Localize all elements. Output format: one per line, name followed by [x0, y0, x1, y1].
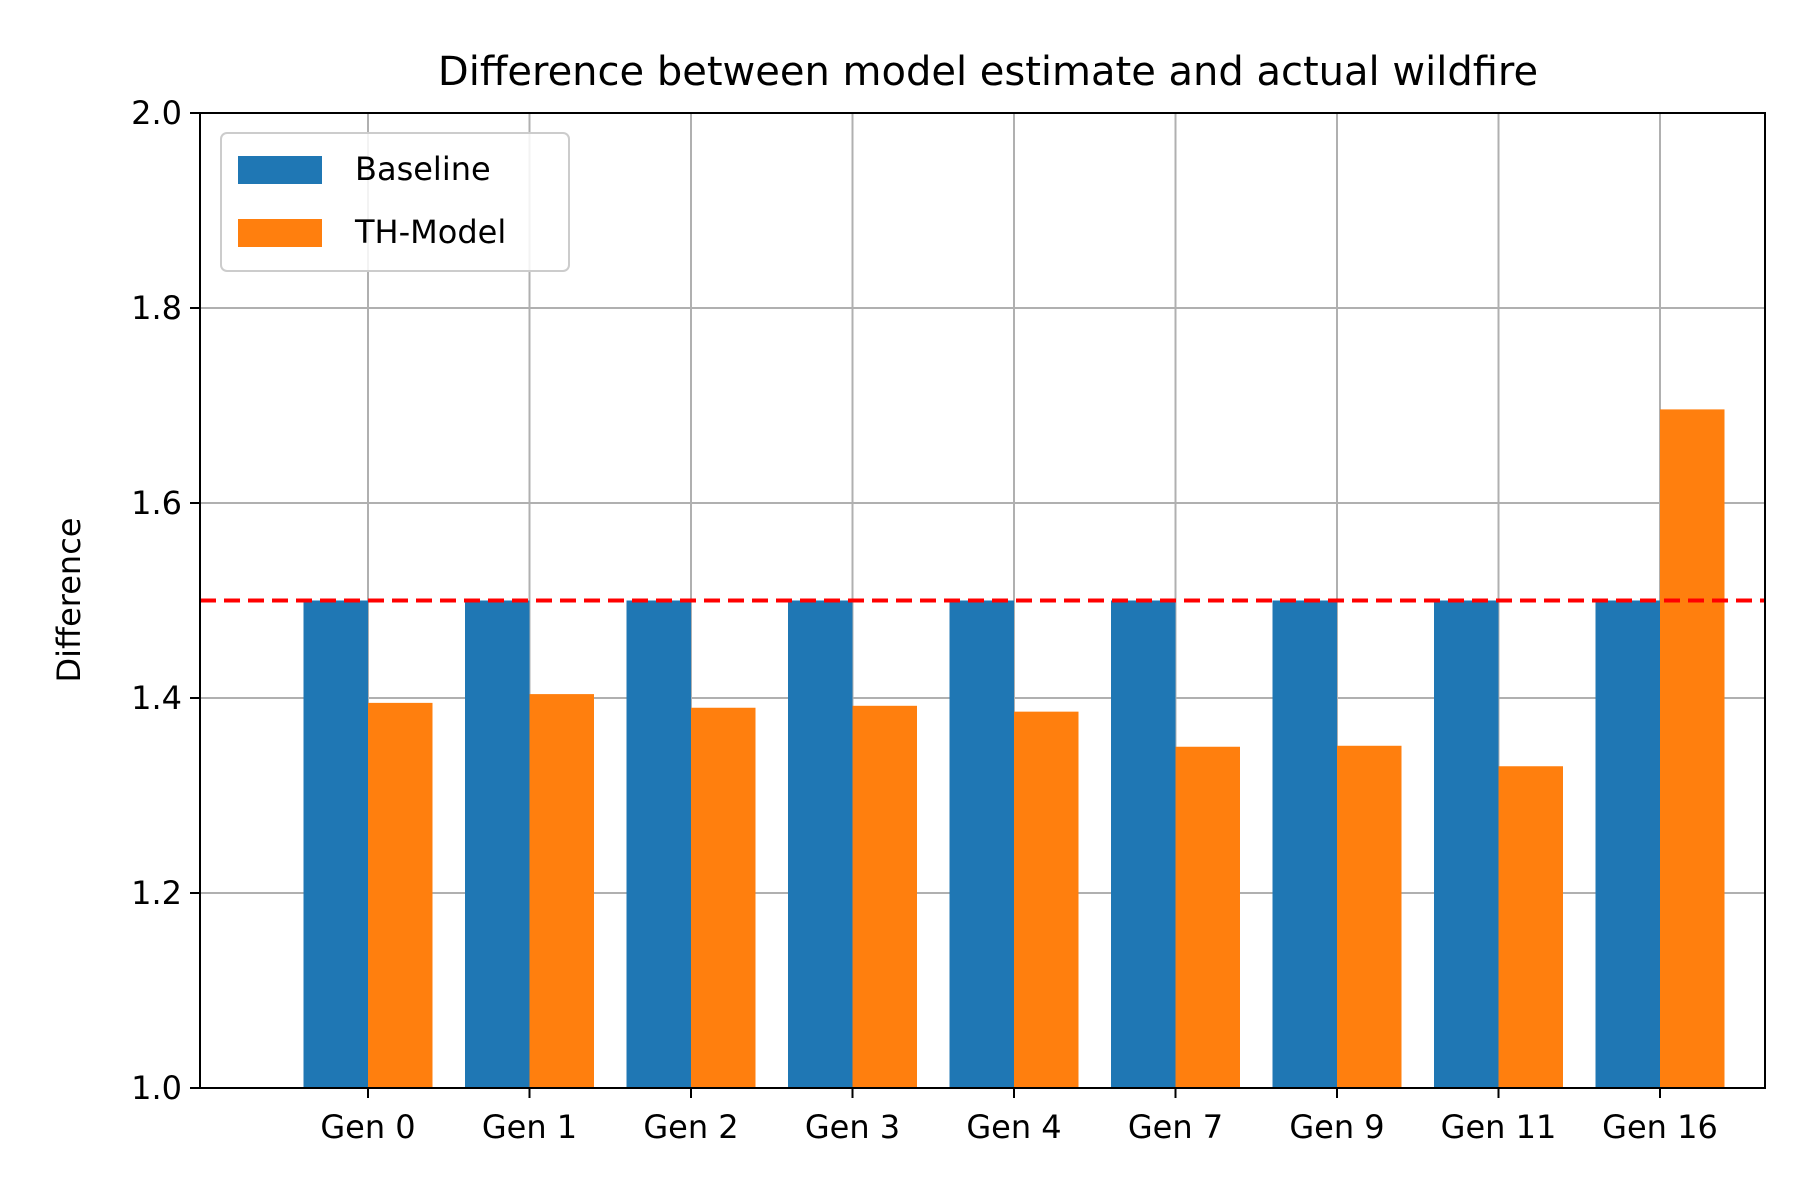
y-tick-label: 2.0 — [131, 94, 182, 132]
bar-th-model-gen-16 — [1660, 409, 1725, 1088]
x-tick-label: Gen 11 — [1441, 1108, 1557, 1146]
chart-title: Difference between model estimate and ac… — [438, 49, 1538, 95]
legend: Baseline TH-Model — [220, 132, 570, 272]
x-tick-label: Gen 1 — [482, 1108, 577, 1146]
axis-ticks: 1.0 1.2 1.4 1.6 1.8 2.0 Gen 0 Gen 1 Gen 2 Gen 3 Ge… — [131, 94, 1718, 1146]
y-axis-label: Difference — [50, 518, 88, 683]
bar-baseline-gen-1 — [465, 600, 530, 1088]
bar-baseline-gen-16 — [1595, 600, 1660, 1088]
bar-th-model-gen-7 — [1175, 746, 1240, 1088]
legend-label: Baseline — [355, 150, 491, 188]
x-tick-label: Gen 2 — [643, 1108, 738, 1146]
bar-baseline-gen-4 — [949, 600, 1014, 1088]
bar-th-model-gen-1 — [529, 694, 594, 1088]
y-tick-label: 1.0 — [131, 1069, 182, 1107]
x-tick-label: Gen 0 — [320, 1108, 415, 1146]
y-tick-label: 1.2 — [131, 874, 182, 912]
x-tick-label: Gen 9 — [1289, 1108, 1384, 1146]
legend-swatch — [238, 156, 322, 184]
x-tick-label: Gen 16 — [1602, 1108, 1718, 1146]
x-tick-label: Gen 3 — [805, 1108, 900, 1146]
bar-baseline-gen-2 — [626, 600, 691, 1088]
legend-label: TH-Model — [354, 213, 506, 251]
bar-th-model-gen-3 — [852, 705, 917, 1088]
y-tick-label: 1.8 — [131, 289, 182, 327]
bar-baseline-gen-3 — [788, 600, 853, 1088]
bar-baseline-gen-9 — [1272, 600, 1337, 1088]
bar-th-model-gen-4 — [1014, 711, 1079, 1088]
x-tick-label: Gen 4 — [966, 1108, 1061, 1146]
y-tick-label: 1.6 — [131, 484, 182, 522]
bar-baseline-gen-7 — [1111, 600, 1176, 1088]
bar-baseline-gen-11 — [1434, 600, 1499, 1088]
legend-swatch — [238, 219, 322, 247]
bars — [303, 409, 1725, 1088]
x-tick-label: Gen 7 — [1128, 1108, 1223, 1146]
bar-th-model-gen-0 — [368, 702, 433, 1088]
bar-th-model-gen-2 — [691, 707, 756, 1088]
bar-th-model-gen-11 — [1498, 766, 1563, 1088]
bar-baseline-gen-0 — [303, 600, 368, 1088]
plot-frame — [199, 112, 1766, 1089]
y-tick-label: 1.4 — [131, 679, 182, 717]
bar-th-model-gen-9 — [1337, 745, 1402, 1088]
